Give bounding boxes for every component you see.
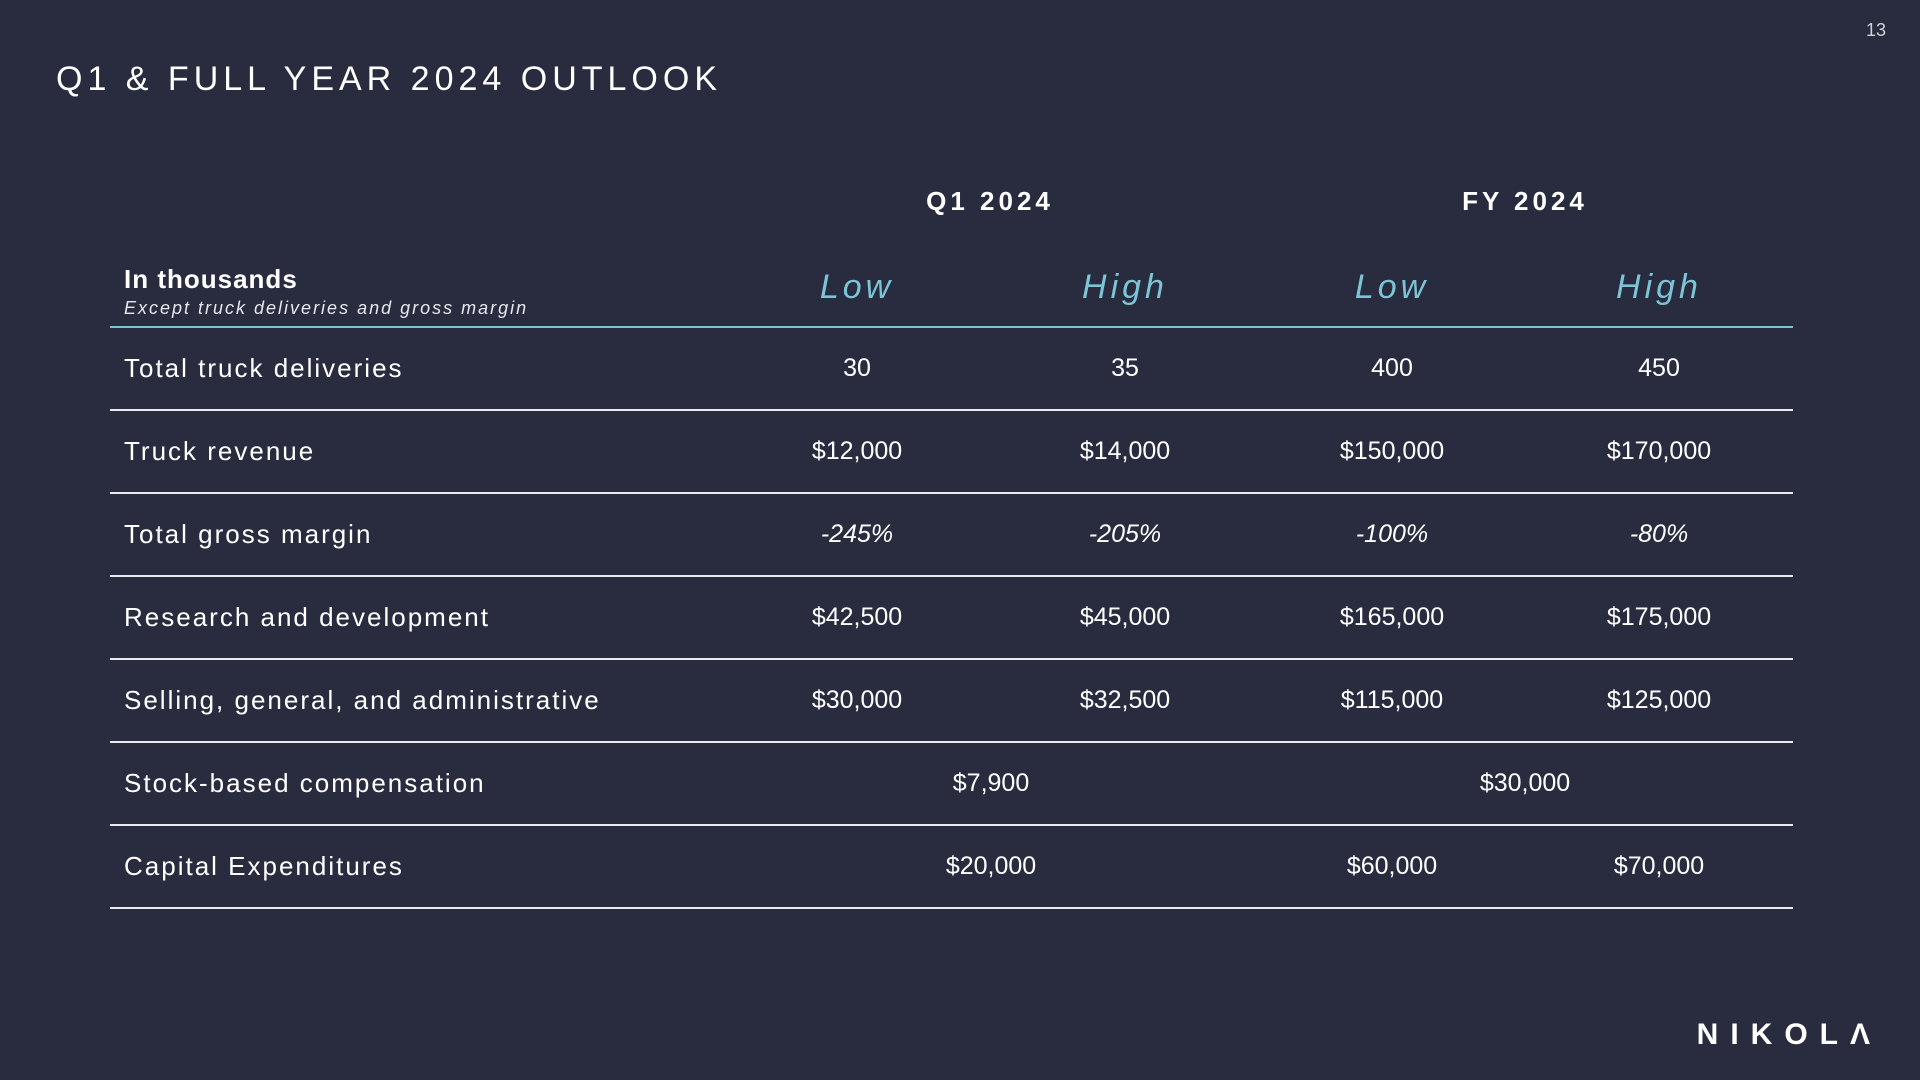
- column-header-q1-high: High: [1082, 268, 1168, 306]
- cell-q1-combined: $7,900: [952, 769, 1030, 797]
- table-row-total-truck-deliveries: Total truck deliveries 30 35 400 450: [110, 328, 1793, 411]
- cell-q1-high: -205%: [1088, 520, 1162, 548]
- table-row-capital-expenditures: Capital Expenditures $20,000 $60,000 $70…: [110, 826, 1793, 909]
- cell-fy-low: $115,000: [1340, 686, 1444, 714]
- row-label: Selling, general, and administrative: [124, 685, 601, 715]
- column-header-q1-low: Low: [819, 268, 895, 306]
- cell-fy-low: $150,000: [1339, 437, 1445, 465]
- cell-q1-low: 30: [843, 354, 871, 382]
- outlook-table: In thousands Except truck deliveries and…: [110, 258, 1793, 909]
- table-row-selling-general-administrative: Selling, general, and administrative $30…: [110, 660, 1793, 743]
- cell-q1-low: $30,000: [811, 686, 903, 714]
- column-header-fy-low: Low: [1354, 268, 1430, 306]
- cell-q1-combined: $20,000: [945, 852, 1037, 880]
- cell-q1-high: 35: [1111, 354, 1139, 382]
- table-row-research-and-development: Research and development $42,500 $45,000…: [110, 577, 1793, 660]
- cell-q1-low: -245%: [820, 520, 894, 548]
- row-label: Truck revenue: [124, 436, 316, 466]
- table-row-truck-revenue: Truck revenue $12,000 $14,000 $150,000 $…: [110, 411, 1793, 494]
- cell-fy-high: $70,000: [1613, 852, 1705, 880]
- cell-fy-high: $170,000: [1606, 437, 1712, 465]
- row-label: Research and development: [124, 602, 490, 632]
- cell-q1-low: $12,000: [811, 437, 903, 465]
- page-number: 13: [1865, 20, 1886, 40]
- row-label: Capital Expenditures: [124, 851, 404, 881]
- group-header-fy: FY 2024: [1462, 186, 1588, 216]
- cell-q1-high: $45,000: [1079, 603, 1171, 631]
- nikola-logo: NIKOLΛ: [1696, 1018, 1882, 1051]
- cell-fy-high: -80%: [1629, 520, 1689, 548]
- cell-fy-low: $60,000: [1346, 852, 1438, 880]
- cell-fy-low: -100%: [1355, 520, 1429, 548]
- table-row-stock-based-compensation: Stock-based compensation $7,900 $30,000: [110, 743, 1793, 826]
- cell-q1-high: $14,000: [1079, 437, 1171, 465]
- units-note: Except truck deliveries and gross margin: [124, 298, 529, 318]
- group-header-q1: Q1 2024: [926, 186, 1054, 216]
- table-header-row: In thousands Except truck deliveries and…: [110, 258, 1793, 328]
- row-label: Total truck deliveries: [124, 353, 404, 383]
- cell-q1-high: $32,500: [1079, 686, 1171, 714]
- cell-fy-low: $165,000: [1339, 603, 1445, 631]
- cell-q1-low: $42,500: [811, 603, 903, 631]
- cell-fy-high: $175,000: [1606, 603, 1712, 631]
- cell-fy-high: $125,000: [1606, 686, 1712, 714]
- table-row-total-gross-margin: Total gross margin -245% -205% -100% -80…: [110, 494, 1793, 577]
- units-label: In thousands: [124, 264, 298, 294]
- column-header-fy-high: High: [1616, 268, 1702, 306]
- slide-title: Q1 & FULL YEAR 2024 OUTLOOK: [56, 60, 723, 98]
- cell-fy-high: 450: [1638, 354, 1680, 382]
- row-label: Total gross margin: [124, 519, 373, 549]
- cell-fy-combined: $30,000: [1479, 769, 1571, 797]
- row-label: Stock-based compensation: [124, 768, 486, 798]
- cell-fy-low: 400: [1371, 354, 1413, 382]
